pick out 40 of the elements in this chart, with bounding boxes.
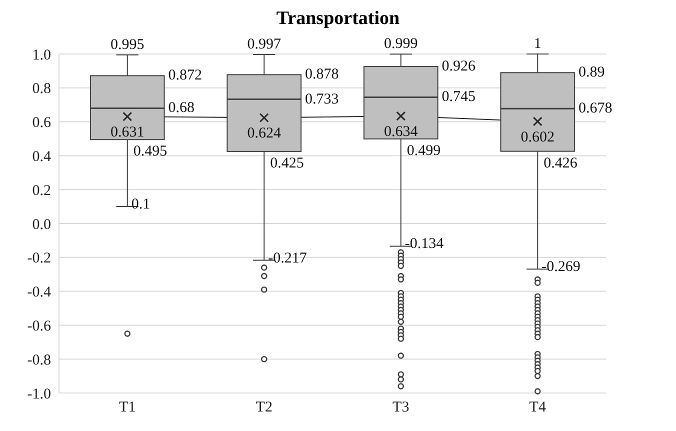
y-tick-label: 0.0 [32,216,51,233]
x-tick-label: T3 [392,400,410,416]
annotation: 0.745 [442,89,476,106]
y-tick-label: 0.2 [32,182,51,199]
data-label: 0.631 [110,124,144,141]
y-tick-label: 1.0 [32,47,51,64]
annotation: 0.999 [384,36,418,52]
annotation: 0.425 [270,155,304,172]
annotation: 0.995 [110,36,144,53]
annotation: -0.217 [268,250,308,266]
x-tick-label: T2 [256,400,272,416]
annotation: 0.1 [131,196,150,213]
annotation: 0.926 [442,58,476,75]
x-tick-label: T4 [529,400,546,416]
y-tick-label: 0.6 [32,115,52,132]
y-tick-label: -1.0 [27,386,51,402]
annotation: 1 [534,36,542,52]
chart-title: Transportation [275,8,401,29]
annotation: 0.678 [578,100,612,117]
annotation: 0.89 [578,64,605,81]
y-tick-label: 0.4 [32,149,52,166]
annotation: 0.997 [247,36,282,53]
y-tick-label: -0.2 [27,250,51,267]
annotation: -0.269 [542,259,580,276]
annotation: 0.872 [168,68,202,84]
annotation: 0.733 [305,91,339,108]
annotation: 0.495 [133,144,168,160]
x-tick-label: T1 [119,400,136,416]
annotation: 0.68 [168,100,195,116]
annotation: -0.134 [404,236,444,252]
y-tick-label: -0.6 [27,318,52,335]
y-tick-label: -0.4 [27,284,52,301]
data-label: 0.624 [247,126,282,142]
y-tick-label: -0.8 [27,352,51,368]
data-label: 0.634 [384,124,418,140]
y-tick-label: 0.8 [32,81,51,98]
data-label: 0.602 [520,129,554,146]
annotation: 0.499 [406,142,441,159]
annotation: 0.878 [305,66,339,83]
annotation: 0.426 [544,155,578,172]
